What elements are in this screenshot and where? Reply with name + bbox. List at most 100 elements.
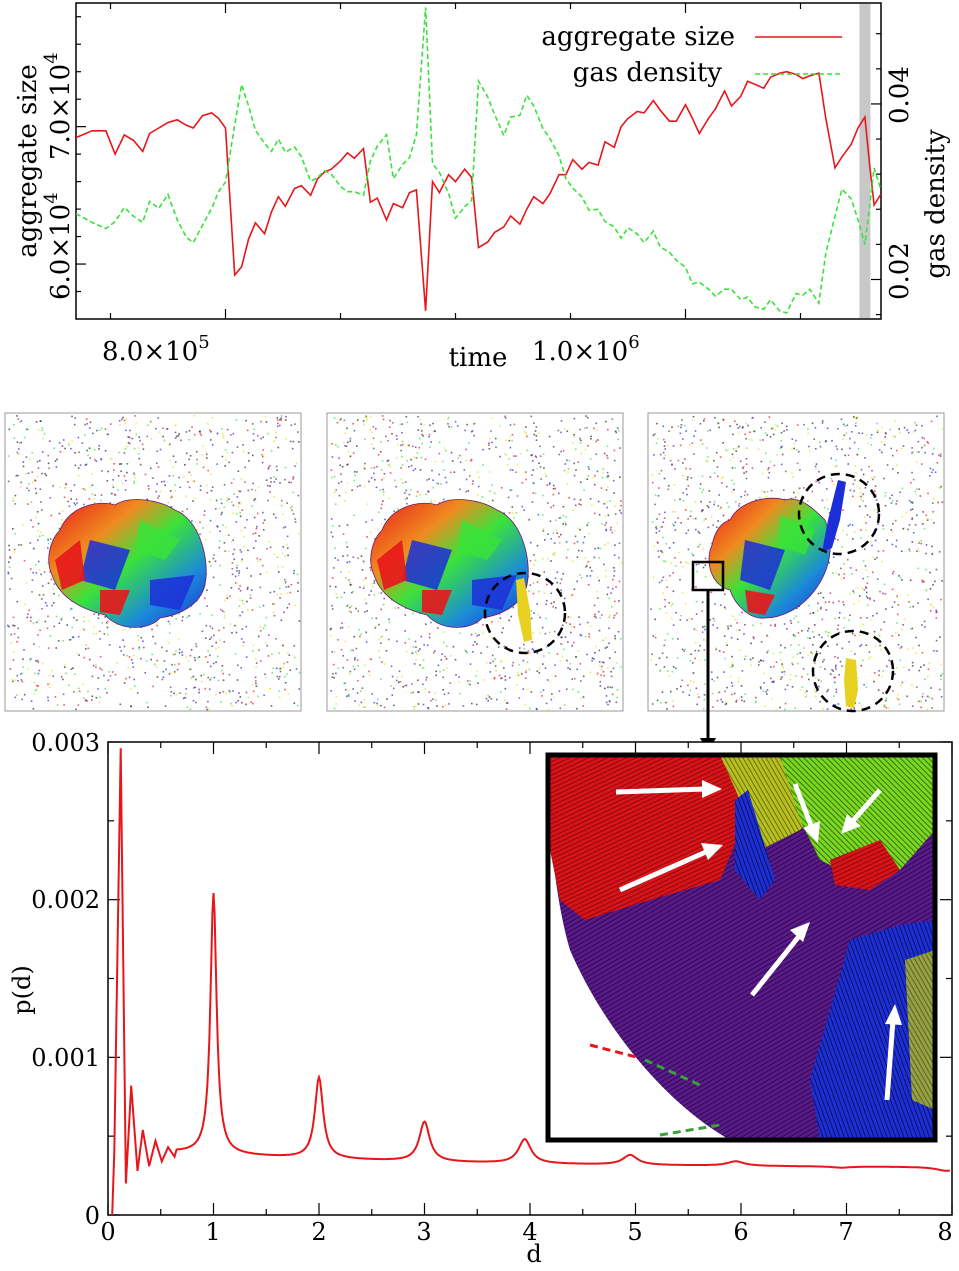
- gas-particle: [515, 471, 517, 473]
- gas-particle: [508, 439, 511, 442]
- gas-particle: [699, 483, 702, 485]
- gas-particle: [702, 566, 705, 569]
- gas-particle: [677, 638, 679, 640]
- gas-particle: [598, 579, 600, 582]
- gas-particle: [654, 618, 656, 621]
- gas-particle: [763, 672, 766, 675]
- gas-particle: [36, 475, 39, 478]
- gas-particle: [504, 415, 506, 418]
- gas-particle: [233, 548, 236, 551]
- gas-particle: [258, 535, 260, 537]
- gas-particle: [819, 608, 822, 610]
- gas-particle: [651, 521, 654, 523]
- gas-particle: [853, 441, 856, 444]
- gas-particle: [181, 654, 184, 656]
- gas-particle: [109, 675, 112, 677]
- gas-particle: [723, 593, 726, 595]
- gas-particle: [877, 578, 879, 580]
- gas-particle: [453, 471, 456, 473]
- gas-particle: [333, 567, 335, 569]
- gas-particle: [926, 441, 929, 443]
- gas-particle: [284, 578, 286, 581]
- gas-particle: [125, 479, 127, 482]
- gas-particle: [151, 653, 153, 656]
- gas-particle: [488, 471, 491, 473]
- gas-particle: [486, 661, 488, 664]
- gas-particle: [821, 618, 824, 621]
- gas-particle: [22, 658, 24, 660]
- gas-particle: [272, 611, 275, 614]
- gas-particle: [807, 654, 809, 656]
- gas-particle: [933, 522, 935, 524]
- gas-particle: [417, 679, 419, 681]
- gas-particle: [282, 666, 284, 669]
- gas-particle: [716, 526, 718, 528]
- gas-particle: [438, 502, 441, 504]
- gas-particle: [99, 696, 101, 699]
- gas-particle: [192, 500, 194, 502]
- gas-particle: [353, 429, 356, 432]
- gas-particle: [250, 701, 252, 703]
- gas-particle: [122, 639, 124, 641]
- gas-particle: [421, 433, 423, 436]
- gas-particle: [854, 479, 856, 481]
- gas-particle: [415, 646, 417, 648]
- gas-particle: [683, 650, 685, 652]
- gas-particle: [835, 465, 838, 467]
- gas-particle: [590, 438, 592, 440]
- gas-particle: [172, 653, 174, 656]
- gas-particle: [154, 663, 156, 666]
- gas-particle: [368, 658, 371, 660]
- gas-particle: [146, 660, 148, 662]
- gas-particle: [174, 663, 176, 666]
- gas-particle: [902, 445, 905, 447]
- gas-particle: [564, 463, 567, 465]
- gas-particle: [513, 423, 516, 426]
- gas-particle: [595, 440, 597, 443]
- gas-particle: [732, 448, 735, 450]
- gas-particle: [918, 700, 920, 703]
- gas-particle: [239, 589, 242, 592]
- gas-particle: [119, 703, 122, 706]
- gas-particle: [343, 682, 345, 685]
- y-tick-label-0002: 0.002: [31, 886, 100, 914]
- gas-particle: [236, 570, 238, 572]
- gas-particle: [601, 665, 603, 668]
- gas-particle: [826, 690, 828, 693]
- gas-particle: [564, 597, 566, 600]
- gas-particle: [694, 517, 697, 520]
- gas-particle: [385, 629, 388, 631]
- gas-particle: [911, 471, 913, 474]
- gas-particle: [725, 449, 727, 451]
- gas-particle: [614, 651, 617, 653]
- gas-particle: [36, 684, 38, 687]
- gas-particle: [82, 487, 85, 490]
- gas-particle: [606, 445, 609, 447]
- gas-particle: [133, 482, 135, 484]
- gas-particle: [178, 433, 180, 435]
- gas-particle: [167, 620, 170, 623]
- gas-particle: [113, 502, 115, 504]
- gas-particle: [172, 455, 175, 457]
- gas-particle: [596, 429, 598, 432]
- gas-particle: [828, 601, 830, 603]
- gas-particle: [65, 483, 67, 485]
- gas-particle: [533, 433, 536, 436]
- gas-particle: [797, 621, 800, 623]
- gas-particle: [664, 511, 666, 514]
- gas-particle: [509, 435, 511, 438]
- gas-particle: [827, 645, 829, 647]
- gas-particle: [143, 646, 145, 649]
- gas-particle: [482, 679, 485, 681]
- gas-particle: [50, 514, 53, 517]
- gas-particle: [911, 518, 913, 521]
- gas-particle: [459, 461, 462, 463]
- gas-particle: [420, 635, 423, 638]
- gas-particle: [61, 445, 64, 447]
- gas-particle: [167, 642, 170, 644]
- gas-particle: [869, 598, 871, 601]
- gas-particle: [282, 527, 285, 529]
- gas-particle: [798, 644, 800, 646]
- gas-particle: [857, 677, 859, 679]
- gas-particle: [560, 589, 562, 592]
